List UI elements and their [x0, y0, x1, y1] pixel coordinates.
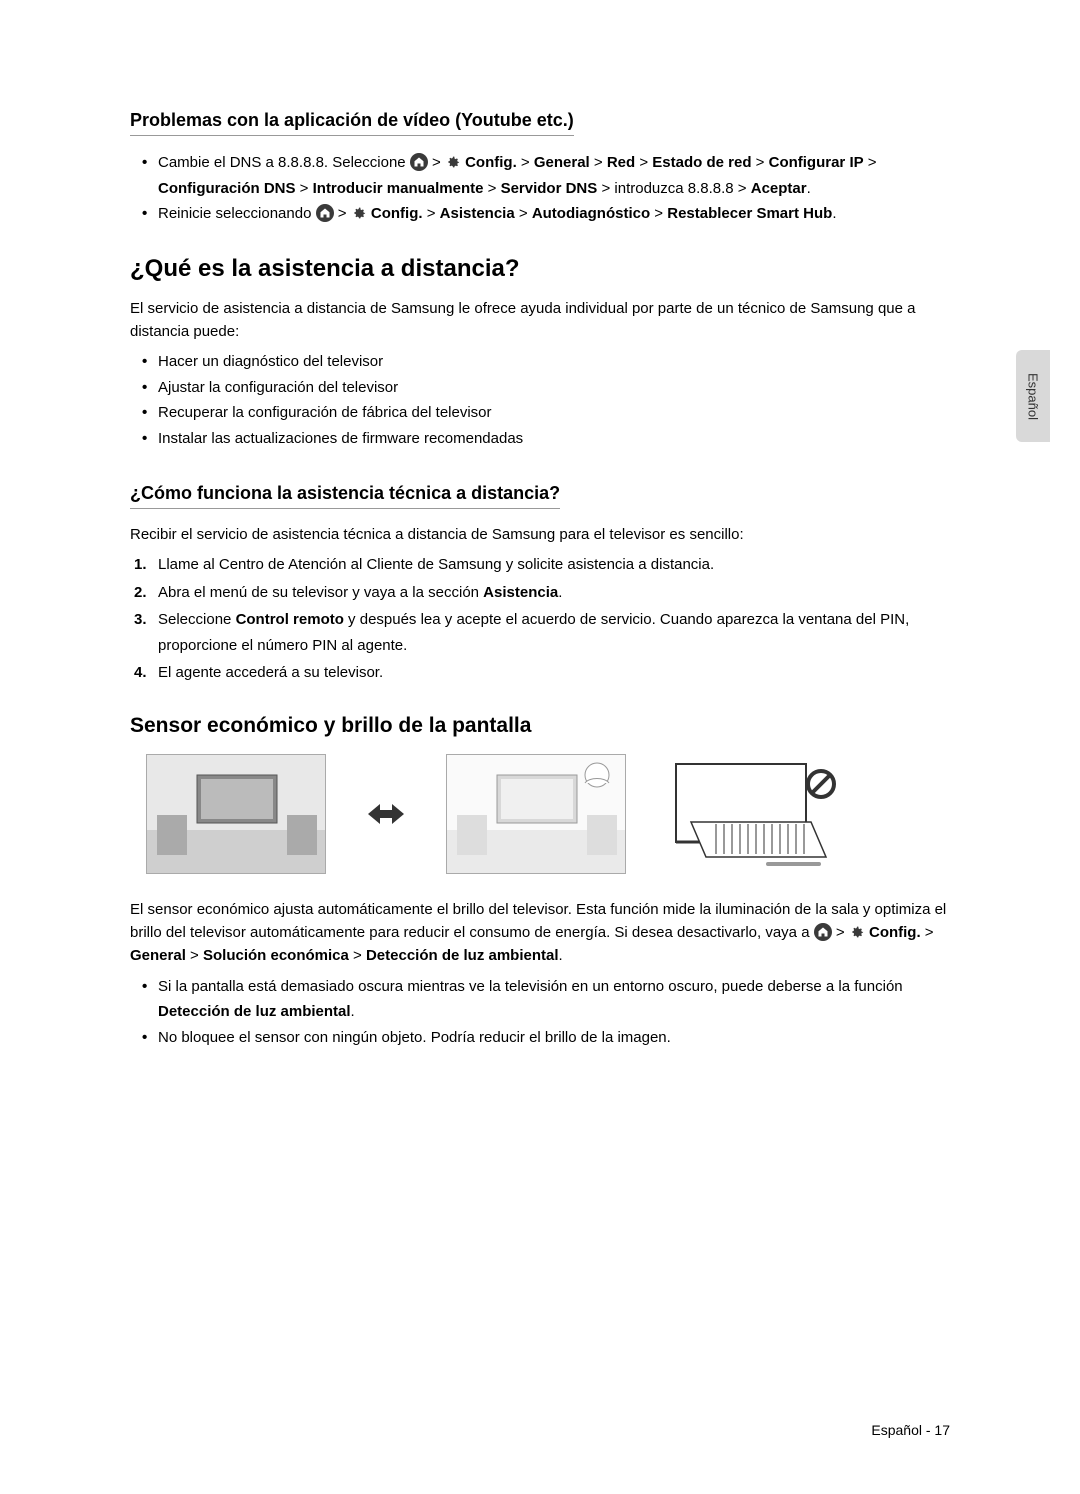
step-3: 3.Seleccione Control remoto y después le… [158, 607, 950, 658]
how-it-works-heading: ¿Cómo funciona la asistencia técnica a d… [130, 483, 560, 509]
gear-icon [351, 205, 367, 221]
page-footer: Español - 17 [871, 1422, 950, 1438]
ra-bullet-3: Recuperar la configuración de fábrica de… [158, 400, 950, 426]
step-1: 1.Llame al Centro de Atención al Cliente… [158, 552, 950, 578]
video-app-issues-heading: Problemas con la aplicación de vídeo (Yo… [130, 110, 574, 136]
step-2: 2.Abra el menú de su televisor y vaya a … [158, 580, 950, 606]
illustration-dark-room [146, 754, 326, 874]
how-it-works-intro: Recibir el servicio de asistencia técnic… [130, 523, 950, 546]
ra-bullet-2: Ajustar la configuración del televisor [158, 375, 950, 401]
language-tab: Español [1016, 350, 1050, 442]
double-arrow-icon [366, 799, 406, 829]
illustration-bright-room [446, 754, 626, 874]
gear-icon [849, 924, 865, 940]
restart-step: Reinicie seleccionando > Config. > Asist… [158, 201, 950, 227]
remote-assistance-intro: El servicio de asistencia a distancia de… [130, 297, 950, 344]
step-4: 4.El agente accederá a su televisor. [158, 660, 950, 686]
illustration-row [146, 754, 950, 874]
home-icon [814, 923, 832, 941]
illustration-sensor-block [666, 754, 846, 874]
ra-bullet-4: Instalar las actualizaciones de firmware… [158, 426, 950, 452]
gear-icon [445, 154, 461, 170]
language-tab-label: Español [1026, 373, 1041, 420]
eco-bullet-2: No bloquee el sensor con ningún objeto. … [158, 1025, 950, 1051]
eco-sensor-heading: Sensor económico y brillo de la pantalla [130, 714, 950, 738]
ra-bullet-1: Hacer un diagnóstico del televisor [158, 349, 950, 375]
remote-assistance-heading: ¿Qué es la asistencia a distancia? [130, 255, 950, 283]
home-icon [316, 204, 334, 222]
dns-step: Cambie el DNS a 8.8.8.8. Seleccione > Co… [158, 150, 950, 201]
eco-bullet-1: Si la pantalla está demasiado oscura mie… [158, 974, 950, 1025]
eco-sensor-para: El sensor económico ajusta automáticamen… [130, 898, 950, 968]
home-icon [410, 153, 428, 171]
